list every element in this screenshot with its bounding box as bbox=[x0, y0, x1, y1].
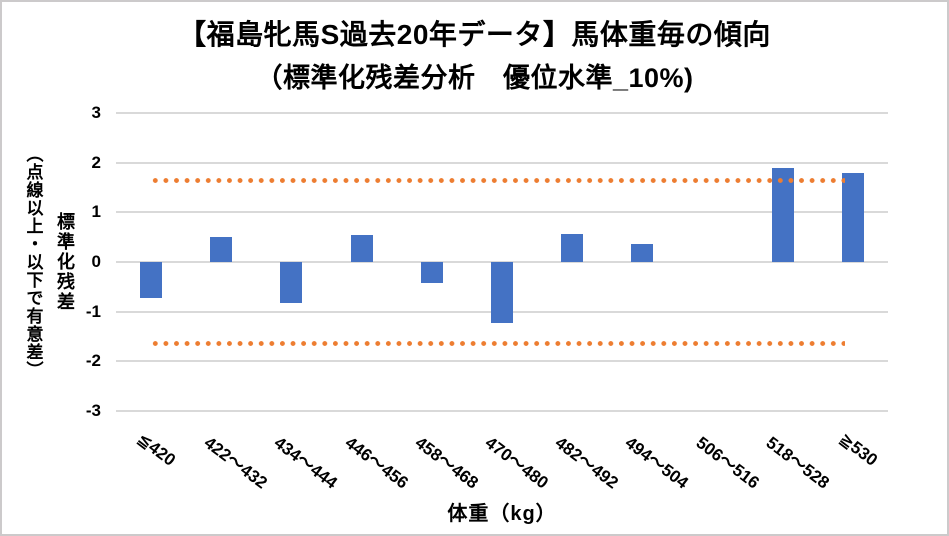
gridline bbox=[116, 360, 888, 363]
y-tick-label: 1 bbox=[91, 202, 101, 222]
bar bbox=[841, 172, 864, 262]
y-axis-note: （点線以上・以下で有意差） bbox=[23, 145, 43, 379]
y-tick-label: -2 bbox=[85, 351, 101, 371]
x-tick-label: 506～516 bbox=[692, 432, 763, 493]
y-axis-tick-labels: 3 2 1 0 -1 -2 -3 bbox=[2, 2, 101, 442]
gridline bbox=[116, 410, 888, 412]
chart-title: 【福島牝馬S過去20年データ】馬体重毎の傾向 （標準化残差分析 優位水準_10%… bbox=[2, 12, 947, 99]
bar bbox=[561, 233, 584, 262]
x-tick-label: ≧530 bbox=[835, 429, 881, 470]
significance-dotted-line bbox=[150, 176, 845, 184]
y-tick-label: -3 bbox=[85, 401, 101, 420]
bar bbox=[280, 262, 303, 303]
x-tick-label: 518～528 bbox=[762, 432, 833, 493]
x-tick-label: 422～432 bbox=[200, 432, 272, 493]
x-axis-title: 体重（kg） bbox=[447, 503, 557, 525]
x-tick-label: 434～444 bbox=[271, 432, 342, 493]
x-tick-label: ≦420 bbox=[133, 429, 180, 470]
gridline bbox=[116, 211, 888, 214]
x-tick-label: 470～480 bbox=[481, 432, 552, 493]
bar bbox=[420, 262, 443, 283]
bar bbox=[210, 237, 233, 262]
chart-title-line2: （標準化残差分析 優位水準_10%) bbox=[255, 63, 694, 93]
bar bbox=[350, 234, 373, 262]
x-tick-label: 446～456 bbox=[341, 432, 412, 493]
y-tick-label: 2 bbox=[91, 152, 101, 172]
gridline bbox=[116, 161, 888, 164]
y-tick-label: -1 bbox=[85, 301, 101, 321]
x-tick-label: 494～504 bbox=[621, 432, 693, 493]
bar bbox=[140, 262, 163, 298]
y-tick-label: 0 bbox=[91, 252, 101, 271]
bar bbox=[631, 243, 654, 262]
gridline bbox=[116, 112, 888, 114]
significance-dotted-line bbox=[150, 340, 845, 348]
bar bbox=[771, 167, 794, 262]
x-tick-label: 458～468 bbox=[411, 432, 482, 493]
bar bbox=[491, 262, 513, 323]
y-tick-label: 3 bbox=[91, 103, 101, 122]
x-tick-label: 482～492 bbox=[551, 432, 623, 493]
plot-area bbox=[116, 112, 888, 412]
chart-title-line1: 【福島牝馬S過去20年データ】馬体重毎の傾向 bbox=[178, 19, 771, 50]
y-axis-title: 標準化残差 bbox=[55, 212, 75, 312]
